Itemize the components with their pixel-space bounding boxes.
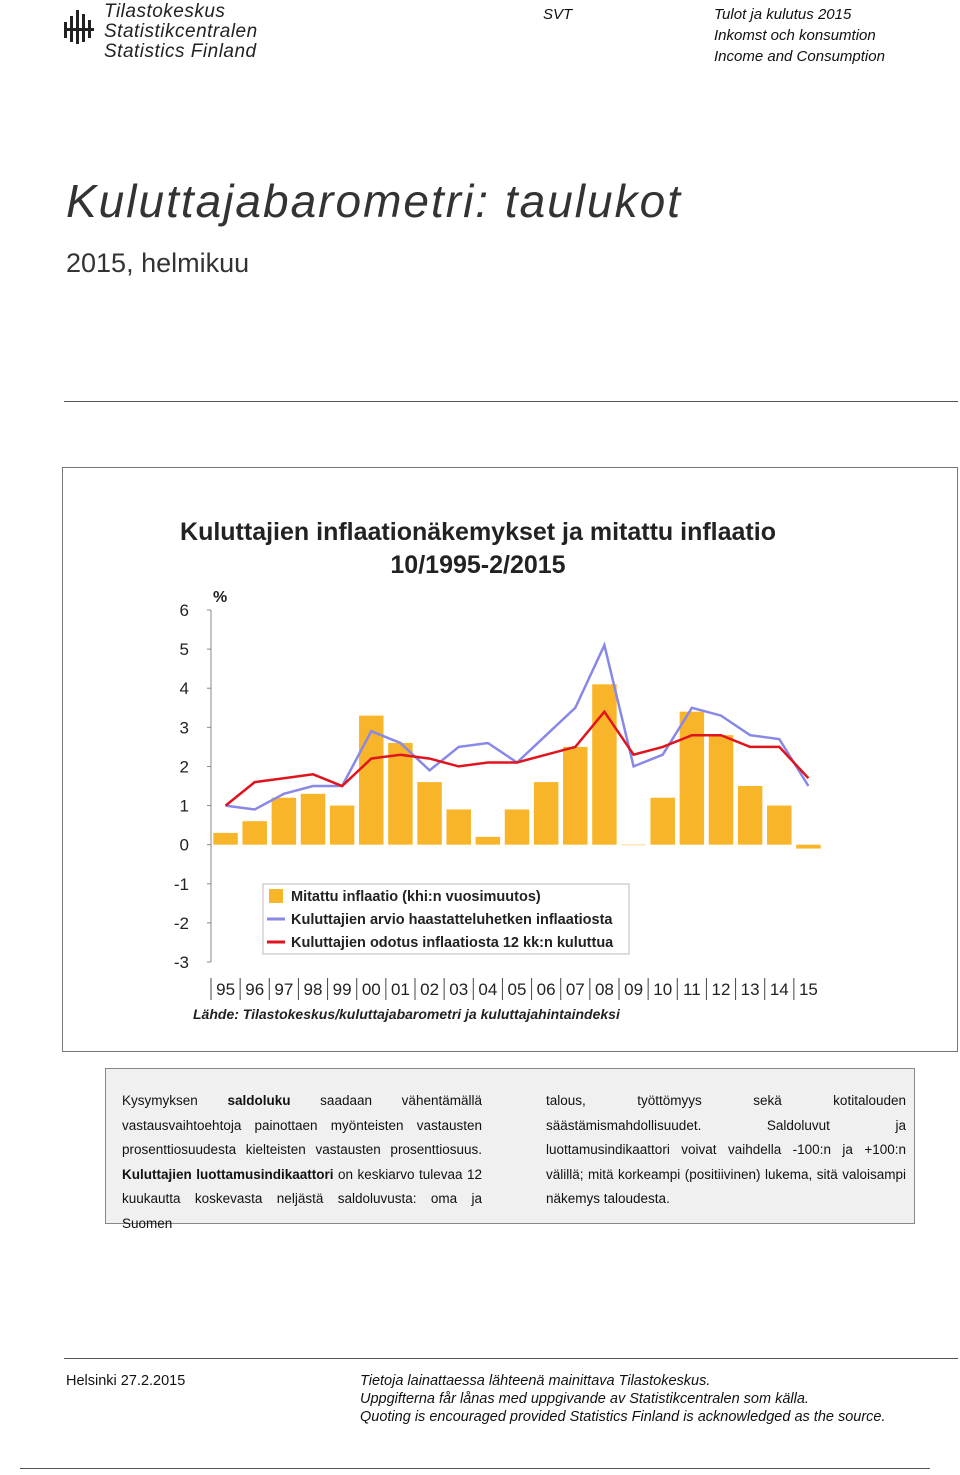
bar (359, 715, 384, 845)
y-tick-label: -3 (174, 953, 189, 972)
chart-subtitle: 10/1995-2/2015 (390, 551, 565, 579)
x-tick-label: 99 (333, 980, 352, 999)
x-tick-label: 04 (478, 980, 497, 999)
publication-line: Tulot ja kulutus 2015 (714, 6, 852, 23)
bold-term: saldoluku (227, 1093, 291, 1108)
y-tick-label: 1 (180, 797, 189, 816)
bar (767, 805, 792, 845)
logo-line: Statistics Finland (104, 41, 257, 62)
bar (417, 782, 442, 845)
place-date: Helsinki 27.2.2015 (66, 1373, 186, 1389)
bar (563, 746, 588, 845)
x-tick-label: 98 (304, 980, 323, 999)
publication: Tulot ja kulutus 2015 Inkomst och konsum… (714, 4, 885, 67)
text-box: Kysymyksen saldoluku saadaan vähentämäll… (105, 1068, 915, 1231)
footer-notes: Tietoja lainattaessa lähteenä mainittava… (360, 1372, 886, 1426)
bar (708, 735, 734, 845)
x-tick-label: 01 (391, 980, 410, 999)
y-tick-label: 5 (180, 640, 189, 659)
y-tick-label: 4 (180, 679, 189, 698)
logo-text: Tilastokeskus Statistikcentralen Statist… (104, 2, 258, 62)
bar (533, 782, 559, 845)
legend-label: Kuluttajien odotus inflaatiosta 12 kk:n … (291, 935, 614, 951)
logo-mark (64, 10, 94, 44)
x-tick-label: 07 (566, 980, 585, 999)
y-axis-label: % (213, 589, 227, 606)
footer-note: Uppgifterna får lånas med uppgivande av … (360, 1391, 809, 1407)
y-tick-label: -1 (174, 875, 189, 894)
bar (679, 711, 705, 845)
x-tick-label: 00 (362, 980, 381, 999)
page-title: Kuluttajabarometri: taulukot (66, 175, 682, 227)
x-tick-label: 06 (537, 980, 556, 999)
legend-label: Mitattu inflaatio (khi:n vuosimuutos) (291, 889, 541, 905)
source: Lähde: Tilastokeskus/kuluttajabarometri … (193, 1006, 621, 1022)
chart-title: Kuluttajien inflaationäkemykset ja mitat… (180, 518, 776, 546)
divider (64, 401, 958, 402)
page-subtitle: 2015, helmikuu (66, 248, 250, 278)
x-tick-label: 15 (799, 980, 818, 999)
text-column: Kysymyksen saldoluku saadaan vähentämäll… (122, 1089, 482, 1236)
text-run: saadaan vähentämällä vastausvaihtoehtoja… (122, 1093, 482, 1157)
x-tick-label: 13 (741, 980, 760, 999)
legend: Mitattu inflaatio (khi:n vuosimuutos) Kul… (262, 883, 630, 955)
bar (213, 832, 238, 845)
bar (504, 809, 530, 845)
bar (796, 844, 821, 849)
divider (64, 1358, 958, 1359)
bar (475, 836, 501, 845)
x-tick-label: 09 (624, 980, 643, 999)
footer-note: Quoting is encouraged provided Statistic… (360, 1409, 886, 1425)
x-tick-label: 02 (420, 980, 439, 999)
text-run: on keskiarvo tulevaa 12 kuukautta koskev… (122, 1166, 482, 1231)
y-tick-label: 2 (180, 757, 189, 776)
logo-line: Statistikcentralen (104, 21, 258, 42)
y-tick-label: 3 (180, 718, 189, 737)
x-tick-label: 10 (653, 980, 672, 999)
x-tick-label: 08 (595, 980, 614, 999)
text-column: talous, työttömyys sekä kotitalouden sää… (546, 1089, 906, 1212)
series-line (224, 709, 810, 807)
bold-term: Kuluttajien luottamusindikaattori (122, 1166, 334, 1182)
text-run: talous, työttömyys sekä kotitalouden sää… (546, 1093, 906, 1206)
x-tick-label: 11 (683, 980, 701, 999)
publication-line: Income and Consumption (714, 48, 885, 65)
x-tick-label: 95 (216, 980, 235, 999)
y-tick-label: 0 (180, 836, 189, 855)
footer-note: Tietoja lainattaessa lähteenä mainittava… (360, 1373, 711, 1389)
divider (20, 1468, 930, 1469)
x-tick-label: 03 (449, 980, 468, 999)
x-tick-label: 97 (274, 980, 293, 999)
text-run: Kysymyksen (122, 1093, 228, 1108)
y-tick-label: 6 (180, 601, 189, 620)
bar (621, 844, 646, 846)
x-tick-label: 14 (770, 980, 789, 999)
x-tick-label: 05 (508, 980, 527, 999)
legend-label: Kuluttajien arvio haastatteluhetken infl… (291, 912, 613, 928)
bar (271, 797, 297, 845)
bar (329, 805, 355, 845)
bar (446, 809, 471, 845)
bar (737, 786, 763, 845)
bar (242, 821, 267, 845)
logo-line: Tilastokeskus (104, 1, 226, 22)
legend-key (269, 889, 283, 903)
bar (650, 797, 675, 845)
bar (592, 684, 617, 845)
series-code: SVT (543, 6, 573, 23)
legend-frame (262, 883, 630, 955)
chart: Kuluttajien inflaationäkemykset ja mitat… (174, 518, 821, 1022)
x-tick-label: 96 (245, 980, 264, 999)
chart-frame: Kuluttajien inflaationäkemykset ja mitat… (62, 467, 958, 1052)
x-tick-label: 12 (712, 980, 731, 999)
publication-line: Inkomst och konsumtion (714, 27, 876, 44)
y-tick-label: -2 (174, 914, 189, 933)
bar (300, 793, 326, 845)
bar (388, 742, 413, 845)
